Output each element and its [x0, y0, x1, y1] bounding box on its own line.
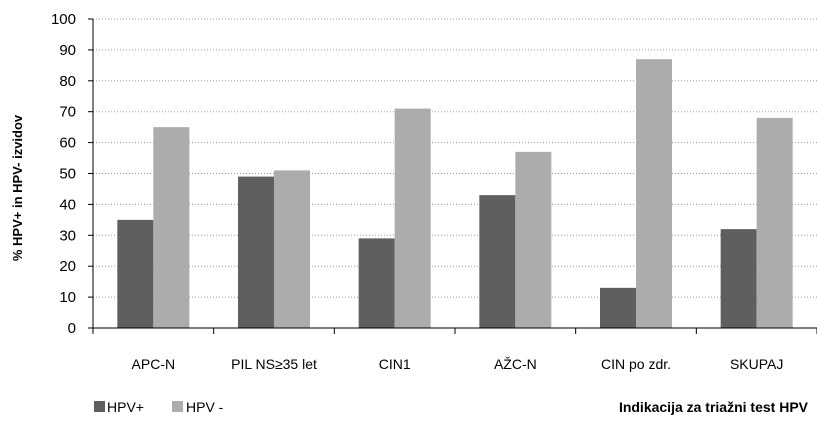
bar-hpv-neg: [153, 127, 190, 329]
y-tick-label: 100: [51, 11, 76, 28]
legend-swatch-hpv-neg: [172, 401, 183, 412]
x-category-label: PIL NS≥35 let: [231, 356, 317, 372]
y-tick-label: 0: [68, 320, 76, 337]
bar-hpv-pos: [720, 229, 757, 328]
bar-hpv-pos: [117, 219, 154, 328]
bar-hpv-neg: [515, 151, 552, 328]
legend-label-hpv-neg: HPV -: [186, 399, 224, 415]
legend-swatch-hpv-pos: [94, 401, 105, 412]
bar-hpv-pos: [600, 287, 636, 328]
legend-label-hpv-pos: HPV+: [107, 399, 144, 415]
y-tick-label: 60: [59, 135, 76, 152]
x-tick-labels: APC-N PIL NS≥35 let CIN1 AŽC-N CIN po zdr. SK…: [132, 356, 784, 372]
bar-hpv-pos: [479, 195, 516, 328]
gridlines: [93, 18, 817, 298]
y-tick-label: 40: [59, 196, 76, 213]
y-tick-labels: 0 10 20 30 40 50 60 70 80 90 100: [51, 11, 76, 337]
y-tick-label: 30: [59, 227, 76, 244]
legend: HPV+ HPV -: [94, 399, 224, 415]
bar-hpv-pos: [358, 238, 395, 328]
bars: [117, 59, 793, 329]
x-axis-label: Indikacija za triažni test HPV: [619, 399, 809, 415]
x-category-label: AŽC-N: [494, 356, 537, 372]
x-category-label: SKUPAJ: [730, 356, 783, 372]
y-axis-label: % HPV+ in HPV- izvidov: [10, 114, 25, 261]
x-category-label: CIN1: [379, 356, 411, 372]
bar-hpv-neg: [274, 170, 310, 328]
y-tick-label: 50: [59, 166, 76, 183]
y-tick-label: 80: [59, 73, 76, 90]
bar-hpv-neg: [394, 108, 431, 328]
x-category-label: APC-N: [132, 356, 176, 372]
y-tick-label: 70: [59, 104, 76, 121]
bar-hpv-neg: [636, 59, 672, 329]
y-tick-label: 10: [59, 289, 76, 306]
y-tick-label: 20: [59, 258, 76, 275]
x-category-label: CIN po zdr.: [601, 356, 671, 372]
axes: [88, 18, 817, 334]
bar-hpv-pos: [238, 176, 274, 328]
y-tick-label: 90: [59, 42, 76, 59]
bar-hpv-neg: [756, 117, 793, 328]
